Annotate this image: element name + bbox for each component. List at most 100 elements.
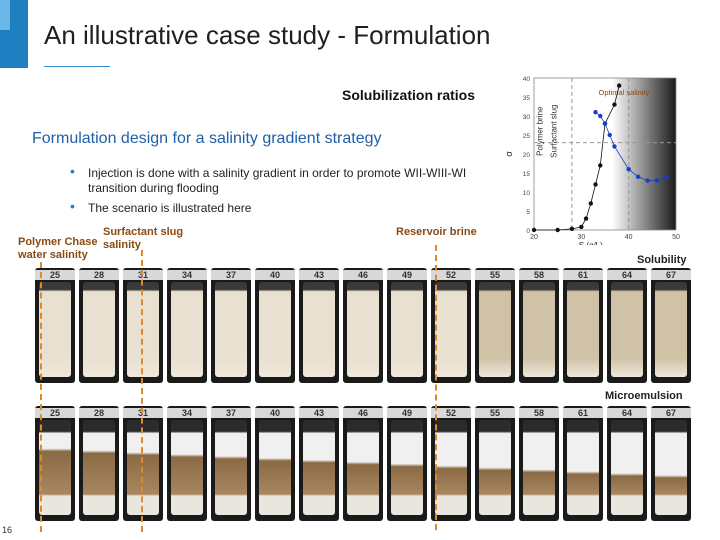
data-point (588, 201, 593, 206)
tube-salinity-label: 31 (123, 270, 163, 280)
solubilization-ratios-label: Solubilization ratios (342, 87, 476, 103)
tube-salinity-label: 49 (387, 408, 427, 418)
test-tube: 37 (211, 268, 251, 383)
section-subtitle: Formulation design for a salinity gradie… (32, 130, 382, 147)
tube-liquid (127, 420, 159, 515)
test-tube: 52 (431, 268, 471, 383)
tube-salinity-label: 64 (607, 270, 647, 280)
tube-liquid (523, 420, 555, 515)
data-point (607, 132, 612, 138)
y-tick-label: 10 (523, 190, 531, 197)
tube-liquid (655, 282, 687, 377)
tube-salinity-label: 67 (651, 270, 691, 280)
x-tick-label: 50 (672, 234, 680, 241)
data-point (626, 167, 631, 172)
data-point (602, 121, 608, 126)
tube-salinity-label: 49 (387, 270, 427, 280)
tube-liquid (479, 420, 511, 515)
data-point (555, 227, 560, 233)
test-tube: 37 (211, 406, 251, 521)
test-tube: 64 (607, 406, 647, 521)
test-tube: 34 (167, 268, 207, 383)
page-number: 16 (2, 525, 13, 535)
title-underline (44, 66, 110, 67)
tube-row-top: 25 28 31 34 37 40 43 46 49 52 55 58 61 64 67 (33, 268, 693, 383)
test-tube: 49 (387, 406, 427, 521)
test-tube: 61 (563, 268, 603, 383)
tube-salinity-label: 34 (167, 270, 207, 280)
tube-salinity-label: 34 (167, 408, 207, 418)
chart-background (533, 77, 677, 231)
y-tick-label: 30 (523, 114, 531, 121)
data-point (664, 174, 669, 179)
x-tick-label: 20 (530, 234, 538, 241)
y-tick-label: 35 (523, 95, 531, 102)
optimal-salinity-annotation: Optimal salinity (599, 88, 650, 97)
solubilization-chart: 0 5 10 15 20 25 30 35 40 20 30 40 50 S (g/L) σ Polymer … (506, 76, 680, 245)
tube-salinity-label: 37 (211, 408, 251, 418)
y-tick-label: 5 (526, 209, 530, 216)
polymer-chase-dash-line (40, 262, 42, 532)
data-point (579, 224, 584, 230)
data-point (593, 110, 598, 115)
tube-salinity-label: 55 (475, 408, 515, 418)
data-point (593, 182, 598, 187)
test-tube: 61 (563, 406, 603, 521)
tube-salinity-label: 40 (255, 408, 295, 418)
tube-salinity-label: 40 (255, 270, 295, 280)
tube-liquid (303, 282, 335, 377)
tube-salinity-label: 58 (519, 408, 559, 418)
bullet-list: Injection is done with a salinity gradie… (70, 164, 490, 221)
tube-salinity-label: 46 (343, 408, 383, 418)
data-point (569, 226, 575, 232)
surfactant-slug-dash-line (141, 250, 143, 532)
test-tube: 31 (123, 406, 163, 521)
tube-salinity-label: 55 (475, 270, 515, 280)
tube-salinity-label: 61 (563, 270, 603, 280)
tube-salinity-label: 52 (431, 270, 471, 280)
tube-liquid (259, 282, 291, 377)
tube-liquid (171, 282, 203, 377)
data-point (617, 83, 622, 88)
tube-salinity-label: 58 (519, 270, 559, 280)
tube-salinity-label: 31 (123, 408, 163, 418)
tube-liquid (567, 282, 599, 377)
polymer-chase-label: Polymer Chase water salinity (18, 236, 98, 261)
tube-salinity-label: 25 (35, 270, 75, 280)
tube-liquid (303, 420, 335, 515)
test-tube: 67 (651, 406, 691, 521)
y-tick-label: 0 (526, 228, 530, 235)
data-point (583, 216, 589, 221)
tube-salinity-label: 28 (79, 270, 119, 280)
data-point (635, 174, 641, 179)
test-tube: 52 (431, 406, 471, 521)
reservoir-brine-dash-line (435, 245, 437, 530)
x-tick-label: 30 (577, 234, 585, 241)
test-tube: 31 (123, 268, 163, 383)
page-title: An illustrative case study - Formulation (44, 20, 491, 50)
test-tube: 28 (79, 406, 119, 521)
data-point (598, 163, 603, 168)
tube-salinity-label: 25 (35, 408, 75, 418)
test-tube: 58 (519, 268, 559, 383)
test-tube: 34 (167, 406, 207, 521)
tube-liquid (39, 420, 71, 515)
tube-liquid (215, 420, 247, 515)
y-tick-label: 20 (523, 152, 531, 159)
bullet-item: The scenario is illustrated here (70, 199, 490, 216)
tube-liquid (83, 282, 115, 377)
test-tube: 58 (519, 406, 559, 521)
y-tick-label: 15 (523, 171, 531, 178)
tube-liquid (391, 420, 423, 515)
tube-liquid (127, 282, 159, 377)
microemulsion-label: Microemulsion (605, 390, 683, 402)
test-tube: 40 (255, 268, 295, 383)
y-axis-label: σ (506, 151, 514, 157)
tube-liquid (391, 282, 423, 377)
data-point (598, 113, 603, 119)
tube-salinity-label: 37 (211, 270, 251, 280)
test-tube: 28 (79, 268, 119, 383)
tube-liquid (215, 282, 247, 377)
test-tube: 64 (607, 268, 647, 383)
data-point (612, 144, 617, 149)
